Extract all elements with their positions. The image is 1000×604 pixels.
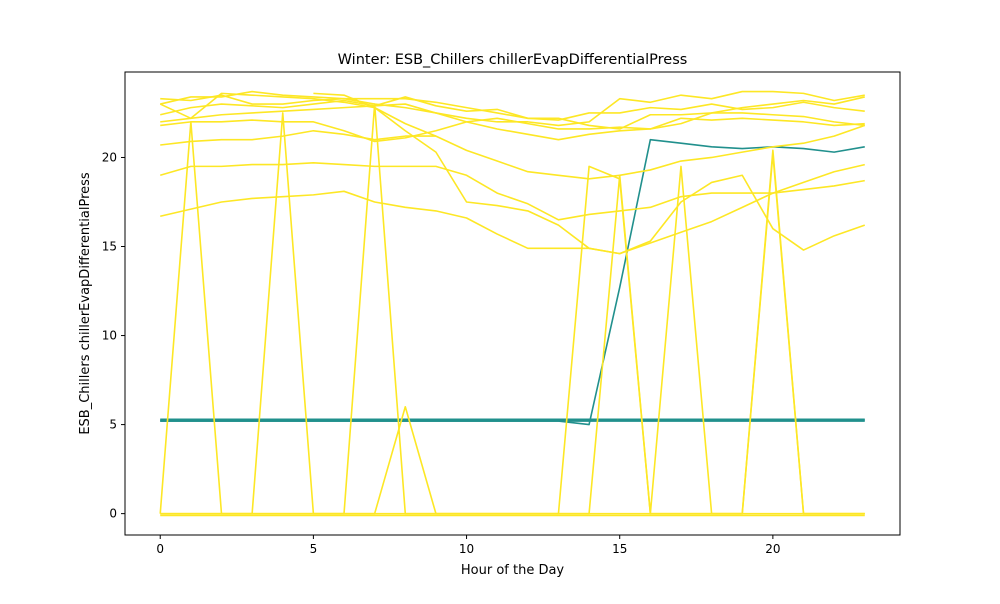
y-tick-label: 15 <box>102 240 117 254</box>
series-line-11 <box>313 92 866 180</box>
x-axis: 0 5 10 15 20 <box>156 535 781 556</box>
series-line-13 <box>160 174 866 255</box>
plot-frame <box>124 71 901 536</box>
x-tick-label: 20 <box>765 542 780 556</box>
y-tick-label: 20 <box>102 150 117 164</box>
y-tick-label: 5 <box>109 418 117 432</box>
x-axis-label: Hour of the Day <box>461 563 565 578</box>
series-line-6 <box>160 96 865 121</box>
chart-title: Winter: ESB_Chillers chillerEvapDifferen… <box>338 52 688 68</box>
series-line-7 <box>160 90 865 130</box>
y-axis-label: ESB_Chillers chillerEvapDifferentialPres… <box>78 172 93 435</box>
series-line-14 <box>159 92 865 255</box>
series-line-17 <box>160 149 865 515</box>
series-layer <box>159 90 866 517</box>
series-line-10 <box>160 129 436 146</box>
series-line-4 <box>160 138 865 426</box>
y-axis: 0 5 10 15 20 <box>102 150 125 521</box>
x-tick-label: 0 <box>156 542 164 556</box>
series-line-8 <box>160 103 865 141</box>
y-tick-label: 10 <box>102 329 117 343</box>
series-line-5 <box>160 90 865 127</box>
series-line-12 <box>160 162 865 221</box>
x-tick-label: 5 <box>310 542 318 556</box>
x-tick-label: 15 <box>612 542 627 556</box>
series-line-9 <box>160 112 865 143</box>
x-tick-label: 10 <box>459 542 474 556</box>
y-tick-label: 0 <box>109 507 117 521</box>
